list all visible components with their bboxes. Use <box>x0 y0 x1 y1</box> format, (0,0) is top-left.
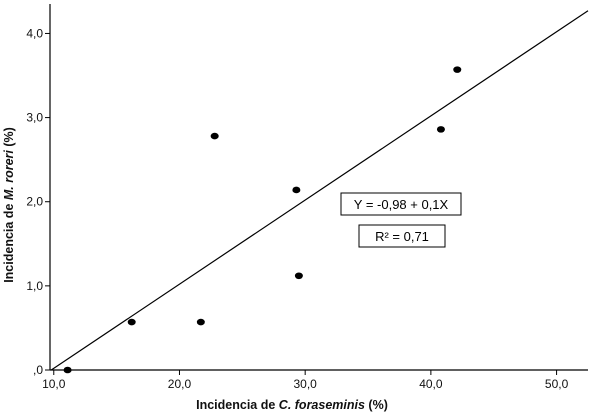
x-tick-label-4: 50,0 <box>545 377 569 391</box>
x-axis-title: Incidencia de C. foraseminis (%) <box>196 398 388 412</box>
r-squared-box <box>358 224 446 248</box>
y-tick-label-0: ,0 <box>33 363 43 377</box>
y-tick-label-2: 2,0 <box>26 195 43 209</box>
y-axis-title: Incidencia de M. roreri (%) <box>2 127 16 283</box>
y-tick-label-3: 3,0 <box>26 111 43 125</box>
data-point-6 <box>436 126 445 133</box>
x-tick-label-3: 40,0 <box>419 377 443 391</box>
x-tick-label-1: 20,0 <box>168 377 192 391</box>
x-axis-ticks: 10,0 20,0 30,0 40,0 50,0 <box>42 370 569 391</box>
x-tick-label-2: 30,0 <box>293 377 317 391</box>
data-point-1 <box>127 318 136 326</box>
y-axis-ticks: ,0 1,0 2,0 3,0 4,0 <box>26 26 50 377</box>
data-point-2 <box>196 318 205 326</box>
y-tick-label-1: 1,0 <box>26 279 43 293</box>
data-point-0 <box>63 366 72 374</box>
data-point-4 <box>292 186 301 194</box>
data-point-5 <box>294 272 303 280</box>
data-point-3 <box>210 132 219 140</box>
y-tick-label-4: 4,0 <box>26 26 43 40</box>
equation-label: Y = -0,98 + 0,1X <box>354 197 449 212</box>
r-squared-label: R² = 0,71 <box>375 229 429 244</box>
regression-line <box>50 10 589 371</box>
equation-annotation: Y = -0,98 + 0,1X <box>340 192 462 216</box>
x-tick-label-0: 10,0 <box>42 377 66 391</box>
data-points <box>63 66 462 374</box>
data-point-7 <box>453 66 462 73</box>
r-squared-annotation: R² = 0,71 <box>358 224 446 248</box>
regression-line-group <box>50 10 589 371</box>
axes <box>49 4 588 371</box>
equation-box <box>340 192 462 216</box>
